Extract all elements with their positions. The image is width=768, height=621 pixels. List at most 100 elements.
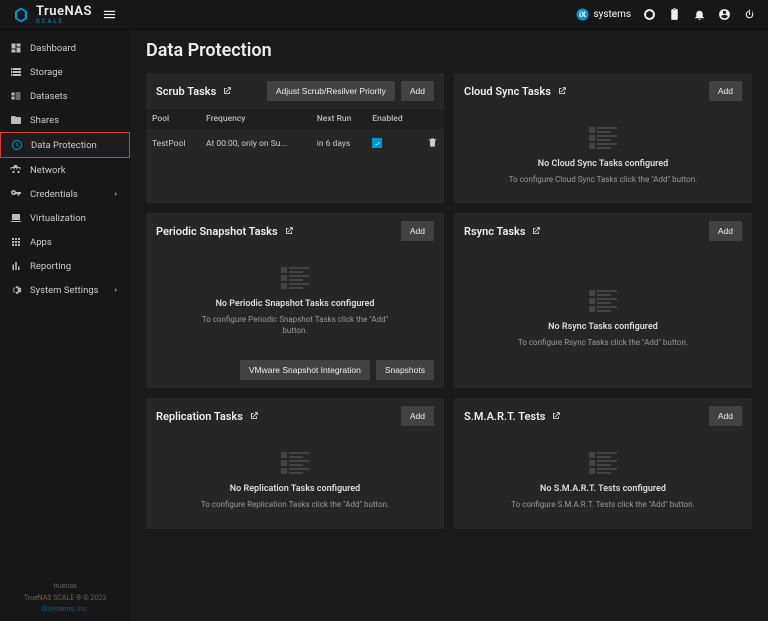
credentials-icon	[10, 188, 22, 200]
empty-title: No Rsync Tasks configured	[548, 322, 658, 332]
sidebar-item-label: Virtualization	[30, 213, 86, 224]
add-button[interactable]: Add	[401, 406, 434, 426]
empty-list-icon	[589, 452, 617, 474]
truecommand-icon[interactable]	[643, 8, 656, 21]
truenas-logo-icon	[12, 6, 30, 24]
datasets-icon	[10, 90, 22, 102]
empty-subtitle: To configure Rsync Tasks click the "Add"…	[518, 338, 688, 348]
empty-title: No S.M.A.R.T. Tests configured	[540, 484, 666, 494]
sidebar-footer: truenas TrueNAS SCALE ® © 2023 iXsystems…	[0, 575, 130, 621]
card-title: Scrub Tasks	[156, 85, 216, 98]
table-row[interactable]: TestPool At 00:00, only on Su... in 6 da…	[146, 129, 444, 159]
snapshots-button[interactable]: Snapshots	[376, 360, 434, 380]
sidebar-item-label: Network	[30, 165, 66, 176]
card-scrub-tasks: Scrub Tasks Adjust Scrub/Resilver Priori…	[146, 73, 444, 203]
ixsystems-brand[interactable]: iX systems	[576, 8, 631, 21]
empty-list-icon	[589, 290, 617, 312]
table-header: Next Run	[311, 109, 366, 129]
card-title: Replication Tasks	[156, 410, 243, 423]
sidebar-item-data-protection[interactable]: Data Protection	[0, 132, 130, 158]
cell-pool: TestPool	[146, 129, 200, 159]
delete-icon[interactable]	[427, 137, 438, 148]
account-icon[interactable]	[718, 8, 731, 21]
card-title: Periodic Snapshot Tasks	[156, 225, 278, 238]
table-header: Frequency	[200, 109, 311, 129]
network-icon	[10, 164, 22, 176]
dashboard-icon	[10, 42, 22, 54]
empty-title: No Periodic Snapshot Tasks configured	[216, 299, 375, 309]
logo[interactable]: TrueNAS SCALE	[12, 5, 92, 25]
empty-list-icon	[281, 452, 309, 474]
sidebar-item-label: Storage	[30, 67, 63, 78]
data-protection-icon	[11, 139, 23, 151]
empty-title: No Cloud Sync Tasks configured	[538, 159, 668, 169]
enabled-checkbox[interactable]	[372, 138, 382, 148]
clipboard-icon[interactable]	[668, 8, 681, 21]
open-in-new-icon[interactable]	[284, 226, 294, 236]
vmware-snapshot-button[interactable]: VMware Snapshot Integration	[240, 360, 370, 380]
sidebar-item-system-settings[interactable]: System Settings	[0, 278, 130, 302]
cell-frequency: At 00:00, only on Su...	[200, 129, 311, 159]
apps-icon	[10, 236, 22, 248]
empty-list-icon	[281, 267, 309, 289]
cell-next-run: in 6 days	[311, 129, 366, 159]
card-rsync: Rsync Tasks Add No Rsync Tasks configure…	[454, 213, 752, 388]
sidebar-item-storage[interactable]: Storage	[0, 60, 130, 84]
empty-subtitle: To configure S.M.A.R.T. Tests click the …	[511, 500, 695, 510]
sidebar-item-apps[interactable]: Apps	[0, 230, 130, 254]
shares-icon	[10, 114, 22, 126]
card-title: Rsync Tasks	[464, 225, 525, 238]
add-button[interactable]: Add	[709, 81, 742, 101]
sidebar-item-network[interactable]: Network	[0, 158, 130, 182]
brand-name: TrueNAS	[36, 5, 92, 18]
empty-subtitle: To configure Periodic Snapshot Tasks cli…	[195, 315, 395, 336]
sidebar-item-shares[interactable]: Shares	[0, 108, 130, 132]
open-in-new-icon[interactable]	[551, 411, 561, 421]
topbar: TrueNAS SCALE iX systems	[0, 0, 768, 30]
open-in-new-icon[interactable]	[531, 226, 541, 236]
sidebar: Dashboard Storage Datasets Shares Data P…	[0, 30, 130, 621]
table-header: Enabled	[366, 109, 416, 129]
sidebar-item-reporting[interactable]: Reporting	[0, 254, 130, 278]
footer-copyright: TrueNAS SCALE ® © 2023	[4, 593, 126, 604]
empty-subtitle: To configure Cloud Sync Tasks click the …	[509, 175, 697, 185]
systems-label: systems	[593, 9, 631, 20]
chevron-right-icon	[112, 190, 120, 198]
add-button[interactable]: Add	[709, 406, 742, 426]
card-title: S.M.A.R.T. Tests	[464, 410, 545, 423]
table-header: Pool	[146, 109, 200, 129]
open-in-new-icon[interactable]	[249, 411, 259, 421]
footer-company[interactable]: iXsystems, Inc.	[4, 604, 126, 615]
card-title: Cloud Sync Tasks	[464, 85, 551, 98]
sidebar-item-virtualization[interactable]: Virtualization	[0, 206, 130, 230]
add-button[interactable]: Add	[401, 81, 434, 101]
sidebar-item-dashboard[interactable]: Dashboard	[0, 36, 130, 60]
sidebar-item-credentials[interactable]: Credentials	[0, 182, 130, 206]
virtualization-icon	[10, 212, 22, 224]
power-icon[interactable]	[743, 8, 756, 21]
open-in-new-icon[interactable]	[222, 86, 232, 96]
sidebar-item-label: Data Protection	[31, 140, 97, 151]
footer-hostname: truenas	[4, 581, 126, 592]
card-smart: S.M.A.R.T. Tests Add No S.M.A.R.T. Tests…	[454, 398, 752, 528]
empty-list-icon	[589, 127, 617, 149]
menu-toggle-icon[interactable]	[102, 7, 117, 22]
brand-sub: SCALE	[36, 19, 92, 25]
card-replication: Replication Tasks Add No Replication Tas…	[146, 398, 444, 528]
sidebar-item-label: Dashboard	[30, 43, 76, 54]
scrub-table: Pool Frequency Next Run Enabled TestPool…	[146, 109, 444, 159]
settings-icon	[10, 284, 22, 296]
sidebar-item-label: Datasets	[30, 91, 68, 102]
empty-title: No Replication Tasks configured	[230, 484, 360, 494]
notifications-icon[interactable]	[693, 8, 706, 21]
add-button[interactable]: Add	[709, 221, 742, 241]
add-button[interactable]: Add	[401, 221, 434, 241]
sidebar-item-label: System Settings	[30, 285, 99, 296]
storage-icon	[10, 66, 22, 78]
sidebar-item-label: Credentials	[30, 189, 78, 200]
adjust-priority-button[interactable]: Adjust Scrub/Resilver Priority	[267, 81, 395, 101]
chevron-right-icon	[112, 286, 120, 294]
sidebar-item-label: Shares	[30, 115, 59, 126]
open-in-new-icon[interactable]	[557, 86, 567, 96]
sidebar-item-datasets[interactable]: Datasets	[0, 84, 130, 108]
